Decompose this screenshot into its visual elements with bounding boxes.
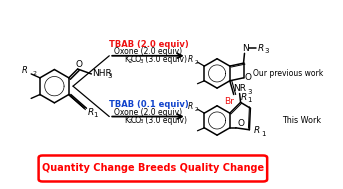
Text: CO: CO [131,116,142,125]
Text: Oxone (2.0 equiv): Oxone (2.0 equiv) [115,47,182,56]
Text: Oxone (2.0 equiv): Oxone (2.0 equiv) [115,108,182,117]
Text: Br: Br [224,97,234,106]
Text: O: O [245,73,252,82]
Text: O: O [75,60,82,69]
Text: 2: 2 [128,59,132,64]
Text: 2: 2 [195,107,198,112]
Text: R: R [187,102,192,111]
Text: N: N [242,44,249,53]
Text: (3.0 equiv): (3.0 equiv) [143,116,187,125]
Text: R: R [240,93,247,102]
Text: K: K [124,55,129,64]
Text: R: R [258,44,264,53]
Text: 1: 1 [93,112,97,118]
Text: (3.0 equiv): (3.0 equiv) [143,55,187,64]
Text: TBAB (2.0 equiv): TBAB (2.0 equiv) [109,40,188,49]
Text: NR: NR [233,84,246,93]
Text: This Work: This Work [282,116,321,125]
Text: Quantity Change Breeds Quality Change: Quantity Change Breeds Quality Change [42,163,264,174]
Text: R: R [21,67,27,75]
Text: 3: 3 [140,59,143,64]
Text: 2: 2 [195,60,198,65]
Text: NHR: NHR [92,69,112,78]
Text: Our previous work: Our previous work [252,69,323,78]
Text: TBAB (0.1 equiv): TBAB (0.1 equiv) [109,100,188,109]
FancyBboxPatch shape [39,156,267,181]
Text: R: R [87,108,94,117]
Text: 2: 2 [128,119,132,124]
Text: 3: 3 [140,119,143,124]
Text: R: R [254,126,260,135]
Text: 1: 1 [247,97,252,103]
Text: 1: 1 [261,131,265,137]
Text: 3: 3 [247,89,252,94]
Text: 2: 2 [32,71,36,76]
Text: K: K [124,116,129,125]
Text: R: R [187,55,192,64]
Text: CO: CO [131,55,142,64]
Text: 3: 3 [107,73,111,79]
Text: O: O [237,119,244,128]
Text: 3: 3 [264,48,269,54]
